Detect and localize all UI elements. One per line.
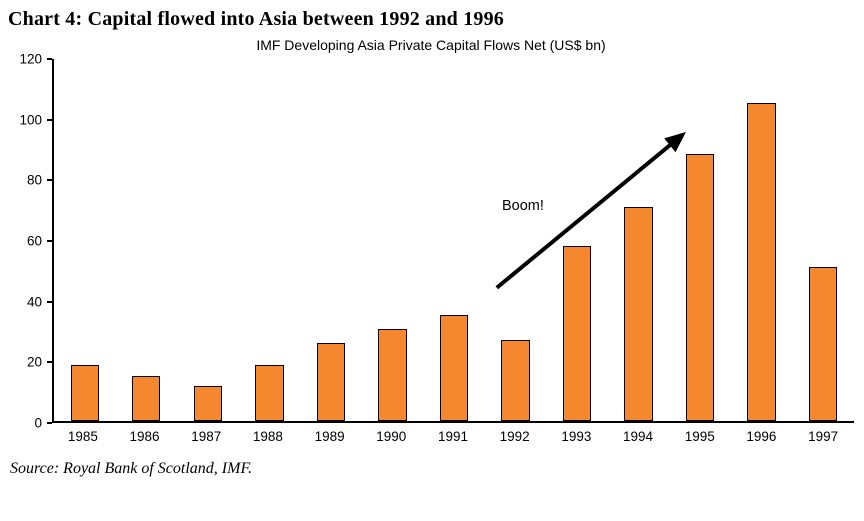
y-axis-tick-label: 40 bbox=[26, 293, 42, 309]
y-axis-tick-mark bbox=[47, 361, 52, 364]
x-axis-label: 1992 bbox=[499, 429, 530, 444]
bar-slot bbox=[300, 59, 362, 421]
y-axis-tick-mark bbox=[47, 58, 52, 60]
bar-1991 bbox=[439, 315, 469, 421]
y-axis: 0 20 40 60 80 100 120 bbox=[8, 52, 52, 429]
y-axis-tick-label: 100 bbox=[19, 111, 42, 127]
x-axis-label: 1985 bbox=[67, 429, 98, 444]
x-axis-label: 1997 bbox=[808, 429, 839, 444]
bar-1987 bbox=[193, 386, 222, 421]
bar-slot bbox=[546, 59, 608, 421]
y-axis-tick-label: 120 bbox=[19, 51, 42, 67]
bar-1985 bbox=[70, 365, 99, 421]
boom-annotation: Boom! bbox=[502, 198, 544, 215]
bar-slot bbox=[54, 59, 116, 421]
x-axis-label: 1986 bbox=[129, 429, 160, 444]
bar-1995 bbox=[685, 154, 715, 421]
x-axis-label: 1994 bbox=[623, 429, 654, 444]
source-note: Source: Royal Bank of Scotland, IMF. bbox=[10, 460, 253, 477]
y-axis-tick-mark bbox=[47, 179, 52, 182]
bar-1989 bbox=[316, 342, 346, 421]
bar-slot bbox=[177, 59, 239, 421]
x-axis-label: 1991 bbox=[437, 429, 468, 444]
bar-1997 bbox=[808, 267, 838, 421]
bar-slot bbox=[731, 59, 793, 421]
bar-1994 bbox=[624, 206, 653, 421]
y-axis-tick-label: 0 bbox=[34, 415, 42, 431]
x-axis-label: 1990 bbox=[376, 429, 407, 444]
y-axis-tick-label: 60 bbox=[26, 233, 42, 249]
chart-body: 0 20 40 60 80 100 120 Boom! bbox=[8, 52, 854, 429]
plot-area: Boom! bbox=[52, 59, 854, 423]
x-axis: 1985 1986 1987 1988 1989 1990 1991 1992 1993 1994… bbox=[52, 423, 854, 444]
chart-subtitle: IMF Developing Asia Private Capital Flow… bbox=[256, 37, 606, 53]
x-axis-label: 1989 bbox=[314, 429, 345, 444]
x-axis-label: 1987 bbox=[191, 429, 222, 444]
bar-slot bbox=[669, 59, 731, 421]
bar-1988 bbox=[255, 365, 284, 421]
bar-chart: IMF Developing Asia Private Capital Flow… bbox=[8, 37, 854, 444]
bar-1996 bbox=[747, 102, 776, 421]
page-title: Chart 4: Capital flowed into Asia betwee… bbox=[8, 8, 505, 30]
bar-slot bbox=[608, 59, 670, 421]
bar-slot bbox=[792, 59, 854, 421]
x-axis-label: 1996 bbox=[746, 429, 777, 444]
x-axis-label: 1995 bbox=[684, 429, 715, 444]
bar-slot bbox=[485, 59, 547, 421]
bar-1986 bbox=[132, 375, 161, 421]
bar-slot bbox=[423, 59, 485, 421]
bar-slot bbox=[362, 59, 424, 421]
bar-slot bbox=[116, 59, 178, 421]
y-axis-tick-mark bbox=[47, 240, 52, 242]
x-axis-label: 1988 bbox=[252, 429, 283, 444]
y-axis-tick-mark bbox=[47, 422, 52, 424]
bar-1993 bbox=[562, 246, 592, 421]
x-axis-label: 1993 bbox=[561, 429, 592, 444]
bar-1990 bbox=[378, 329, 407, 421]
y-axis-tick-mark bbox=[47, 118, 52, 121]
y-axis-tick-label: 20 bbox=[26, 354, 42, 370]
y-axis-tick-mark bbox=[47, 300, 52, 303]
bar-slot bbox=[239, 59, 301, 421]
bars-row bbox=[54, 59, 854, 421]
y-axis-tick-label: 80 bbox=[26, 172, 42, 188]
bar-1992 bbox=[501, 339, 530, 421]
